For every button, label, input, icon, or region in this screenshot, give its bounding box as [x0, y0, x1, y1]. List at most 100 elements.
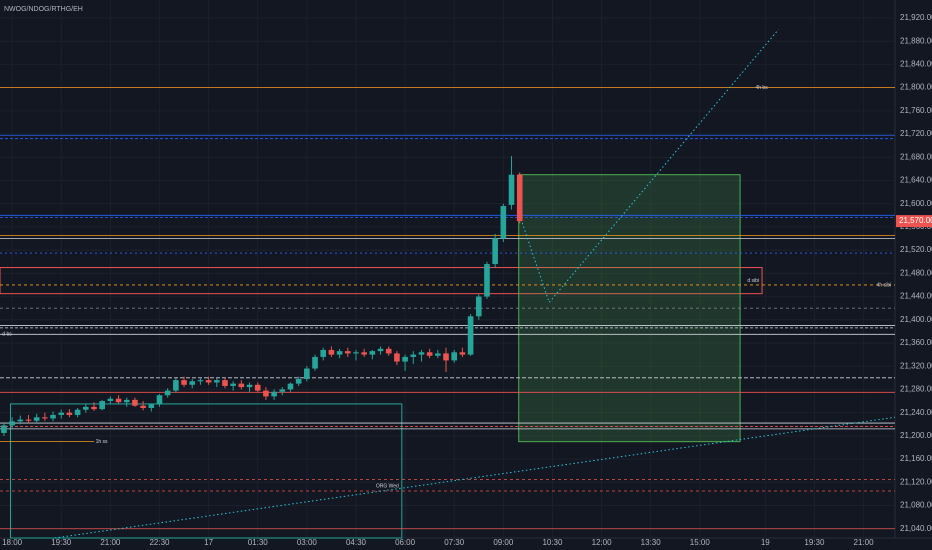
- candle-body: [91, 406, 97, 410]
- candle-body: [377, 348, 384, 352]
- candle-body: [295, 378, 302, 384]
- candle-body: [123, 399, 130, 403]
- x-tick-label: 06:00: [395, 538, 416, 547]
- candle-body: [82, 406, 89, 410]
- candle-body: [222, 380, 228, 386]
- candle-body: [9, 421, 15, 426]
- y-tick-label: 21,120.00: [900, 477, 932, 486]
- level-label: d bs: [2, 332, 12, 338]
- candle-body: [394, 353, 400, 362]
- y-tick-label: 21,040.00: [900, 524, 932, 533]
- candle-body: [344, 351, 351, 354]
- y-tick-label: 21,640.00: [900, 176, 932, 185]
- y-tick-label: 21,440.00: [900, 292, 932, 301]
- candle-body: [500, 206, 507, 239]
- candle-body: [156, 395, 163, 405]
- last-price-label: 21,570.00: [899, 216, 932, 225]
- candle-body: [516, 174, 523, 222]
- candle-body: [328, 349, 335, 355]
- chart-title: NWOG/NDOG/RTHG/EH: [4, 6, 83, 13]
- candle-body: [1, 425, 7, 433]
- candle-body: [132, 399, 138, 406]
- candle-body: [484, 264, 490, 297]
- candle-body: [254, 384, 261, 391]
- x-tick-label: 19:30: [804, 538, 825, 547]
- x-tick-label: 04:30: [346, 538, 367, 547]
- y-tick-label: 21,200.00: [900, 431, 932, 440]
- x-tick-label: 18:00: [2, 538, 23, 547]
- projection-line: [519, 29, 779, 304]
- candle-body: [385, 348, 392, 354]
- y-tick-label: 21,840.00: [900, 60, 932, 69]
- candle-body: [148, 404, 155, 408]
- projection-line: [54, 416, 896, 539]
- candle-body: [238, 383, 245, 388]
- y-tick-label: 21,520.00: [900, 245, 932, 254]
- candle-body: [271, 391, 277, 397]
- candle-body: [17, 419, 24, 422]
- candle-body: [140, 405, 146, 408]
- candle-body: [336, 351, 343, 355]
- x-tick-label: 19: [761, 538, 770, 547]
- candle-body: [475, 296, 482, 317]
- candle-body: [58, 412, 65, 415]
- y-tick-label: 21,280.00: [900, 385, 932, 394]
- candle-body: [66, 412, 73, 415]
- y-tick-label: 21,160.00: [900, 454, 932, 463]
- y-tick-label: 21,760.00: [900, 106, 932, 115]
- candle-body: [189, 381, 196, 385]
- y-tick-label: 21,360.00: [900, 338, 932, 347]
- candle-body: [369, 351, 376, 355]
- candle-body: [173, 380, 179, 391]
- candle-body: [426, 352, 433, 356]
- x-tick-label: 22:30: [149, 538, 170, 547]
- candle-body: [246, 384, 253, 388]
- candle-body: [181, 380, 187, 385]
- candle-body: [263, 390, 269, 397]
- y-tick-label: 21,880.00: [900, 36, 932, 45]
- candle-body: [320, 349, 327, 357]
- y-tick-label: 21,480.00: [900, 268, 932, 277]
- candle-body: [402, 356, 408, 362]
- y-tick-label: 21,240.00: [900, 408, 932, 417]
- candle-body: [508, 174, 515, 205]
- candle-body: [25, 419, 32, 421]
- candle-body: [164, 390, 171, 396]
- candle-body: [435, 353, 441, 356]
- x-tick-label: 13:30: [641, 538, 662, 547]
- box-label: ORG Wed: [376, 484, 399, 490]
- drawing-box: [0, 267, 763, 295]
- candle-body: [205, 380, 212, 383]
- candle-body: [312, 356, 318, 369]
- y-tick-label: 21,800.00: [900, 83, 932, 92]
- x-tick-label: 21:00: [100, 538, 121, 547]
- y-tick-label: 21,600.00: [900, 199, 932, 208]
- candle-body: [50, 414, 56, 419]
- drawing-box: [9, 403, 403, 539]
- candle-body: [107, 398, 114, 402]
- candle-body: [353, 352, 359, 354]
- candle-body: [197, 380, 204, 382]
- candle-body: [443, 353, 449, 361]
- candle-body: [287, 383, 294, 390]
- x-tick-label: 03:00: [297, 538, 318, 547]
- x-tick-label: 17: [204, 538, 213, 547]
- candle-body: [418, 352, 425, 355]
- x-tick-label: 07:30: [444, 538, 465, 547]
- level-label: 1h ss: [96, 439, 108, 445]
- candle-body: [115, 398, 122, 403]
- candle-body: [459, 352, 466, 355]
- x-tick-label: 21:00: [854, 538, 875, 547]
- candle-body: [99, 401, 105, 410]
- candle-body: [74, 409, 81, 415]
- candle-body: [410, 354, 417, 357]
- drawing-box: [518, 174, 741, 443]
- y-tick-label: 21,400.00: [900, 315, 932, 324]
- x-tick-label: 09:00: [493, 538, 514, 547]
- y-tick-label: 21,320.00: [900, 361, 932, 370]
- candle-body: [467, 316, 474, 355]
- candle-body: [213, 380, 220, 383]
- y-tick-label: 21,720.00: [900, 129, 932, 138]
- candle-body: [230, 383, 236, 386]
